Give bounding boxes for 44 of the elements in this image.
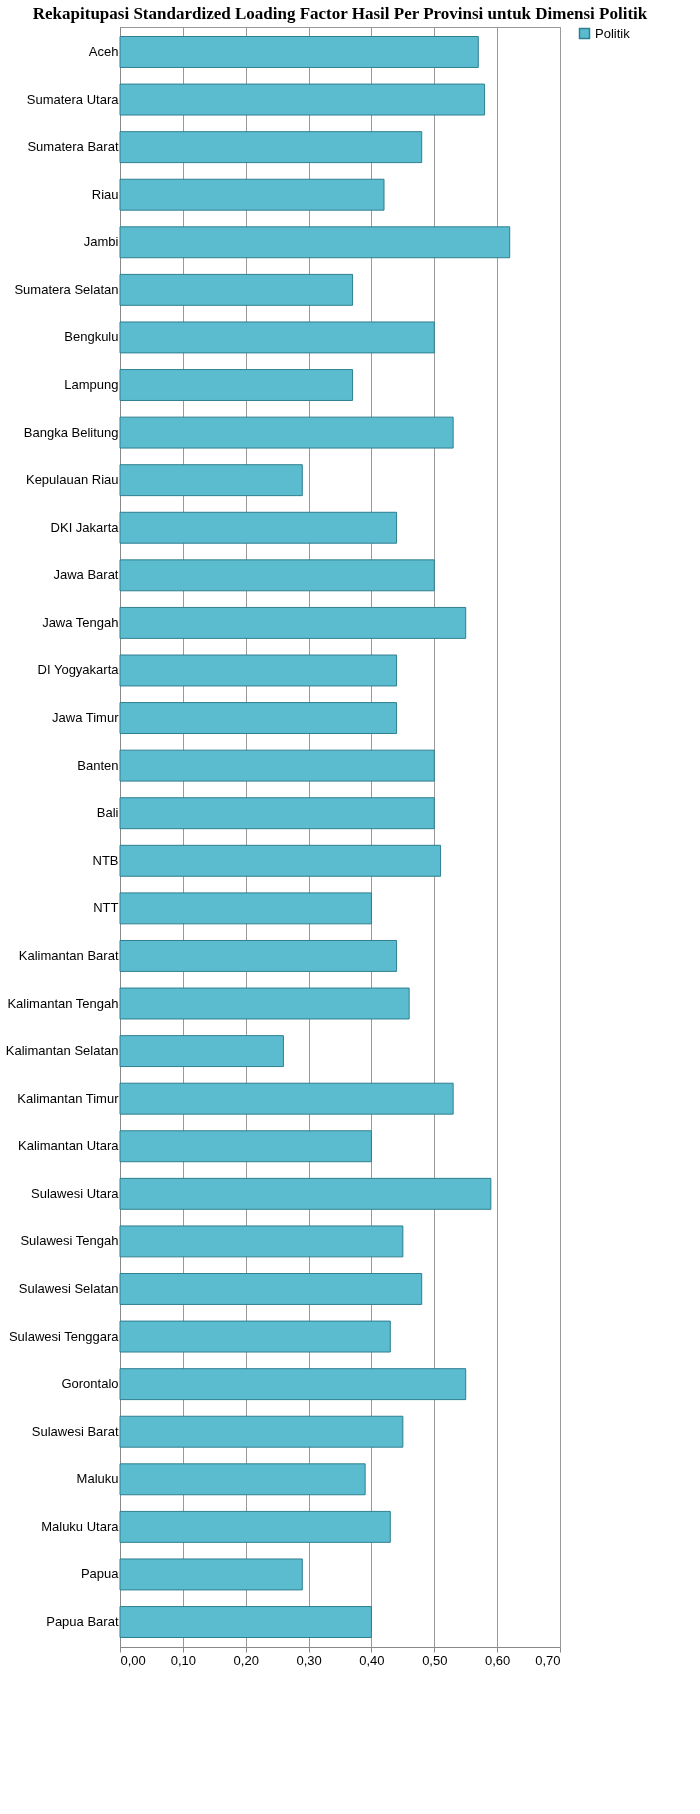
y-tick-label: Jambi — [83, 234, 119, 250]
y-tick-label: Sulawesi Utara — [31, 1185, 120, 1201]
x-tick-label: 0,50 — [422, 1652, 448, 1668]
y-tick-label: Kalimantan Selatan — [5, 1043, 119, 1059]
legend-label: Politik — [595, 25, 631, 41]
y-tick-label: NTB — [92, 852, 119, 868]
y-tick-label: Lampung — [64, 377, 119, 393]
x-tick-label: 0,30 — [296, 1652, 322, 1668]
x-tick-label: 0,20 — [233, 1652, 259, 1668]
y-tick-label: Kalimantan Tengah — [7, 995, 119, 1011]
y-tick-label: Bangka Belitung — [23, 424, 119, 440]
y-tick-label: Sulawesi Barat — [31, 1423, 119, 1439]
x-tick-label: 0,10 — [170, 1652, 197, 1668]
y-tick-label: Maluku Utara — [41, 1518, 120, 1534]
chart-title: Rekapitupasi Standardized Loading Factor Hasil Per Provinsi untuk Dimensi Politik — [32, 4, 648, 23]
x-tick-label: 0,00 — [120, 1652, 146, 1668]
y-tick-label: Sulawesi Tengah — [20, 1233, 119, 1249]
y-tick-label: Kalimantan Timur — [17, 1090, 120, 1106]
y-tick-label: Papua Barat — [46, 1614, 119, 1630]
y-tick-label: Kalimantan Barat — [18, 947, 119, 963]
y-tick-label: Sumatera Utara — [26, 91, 120, 107]
y-tick-label: NTT — [93, 900, 119, 916]
y-tick-label: Bali — [96, 805, 119, 821]
y-tick-label: Banten — [77, 757, 119, 773]
y-tick-label: Sulawesi Tenggara — [8, 1328, 120, 1344]
y-tick-label: Jawa Tengah — [42, 614, 119, 630]
y-tick-label: Sumatera Barat — [27, 139, 119, 155]
y-tick-label: Papua — [80, 1566, 120, 1582]
x-tick-label: 0,40 — [359, 1652, 385, 1668]
y-tick-label: Kepulauan Riau — [25, 472, 119, 488]
y-tick-label: Sumatera Selatan — [14, 281, 119, 297]
y-tick-label: DKI Jakarta — [50, 519, 120, 535]
y-tick-label: Jawa Barat — [53, 567, 119, 583]
y-tick-label: Bengkulu — [64, 329, 119, 345]
y-tick-label: Aceh — [88, 43, 119, 59]
y-tick-label: DI Yogyakarta — [37, 662, 120, 678]
y-tick-label: Sulawesi Selatan — [18, 1280, 119, 1296]
x-tick-label: 0,70 — [535, 1652, 561, 1668]
y-tick-label: Kalimantan Utara — [18, 1138, 120, 1154]
y-tick-label: Jawa Timur — [52, 710, 120, 726]
y-tick-label: Riau — [91, 186, 119, 202]
y-tick-label: Maluku — [76, 1471, 119, 1487]
x-tick-label: 0,60 — [484, 1652, 511, 1668]
y-tick-label: Gorontalo — [61, 1376, 119, 1392]
